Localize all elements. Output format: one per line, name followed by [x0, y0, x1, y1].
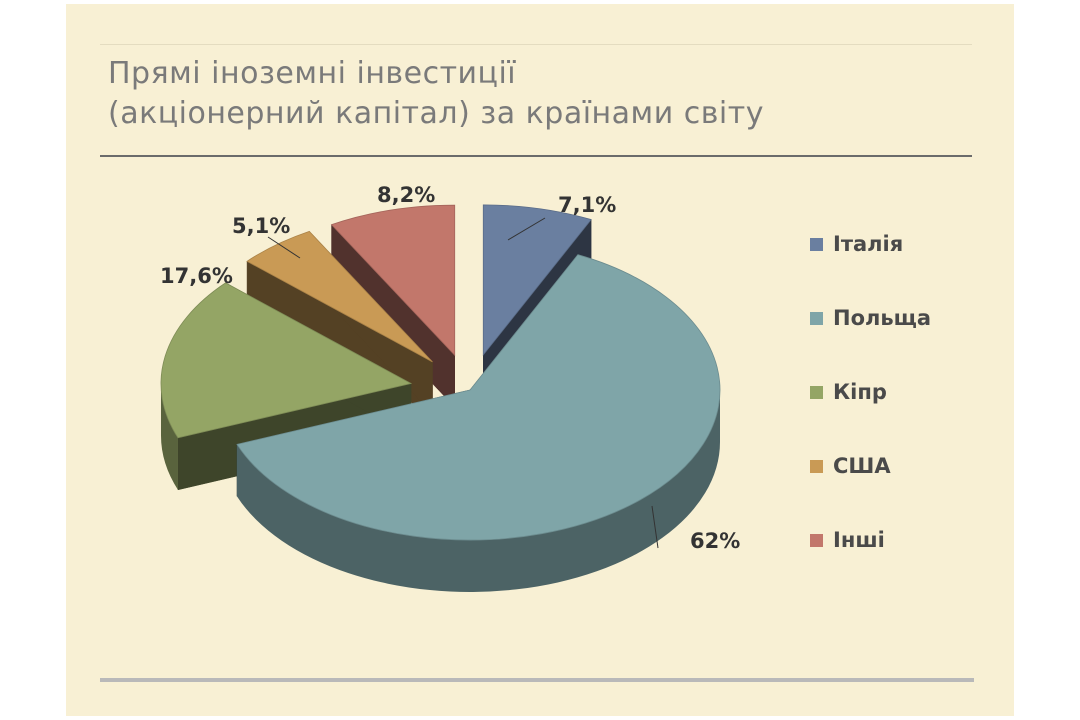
chart-title-line-2: (акціонерний капітал) за країнами світу	[108, 96, 764, 131]
data-label-italy: 7,1%	[558, 193, 616, 217]
legend-label-poland: Польща	[833, 306, 932, 330]
legend-swatch-poland	[810, 311, 823, 325]
pie-slices	[160, 204, 721, 592]
slice-top-italy	[482, 204, 592, 357]
slice-top-poland	[236, 254, 721, 541]
legend-label-italy: Італія	[833, 232, 904, 256]
data-label-cyprus: 17,6%	[160, 264, 233, 288]
legend-swatch-italy	[810, 237, 823, 251]
legend-item-other: Інші	[810, 526, 885, 554]
legend-item-italy: Італія	[810, 230, 903, 258]
title-divider	[100, 155, 972, 157]
legend-item-usa: США	[810, 452, 891, 480]
bottom-divider	[100, 678, 974, 682]
legend-swatch-usa	[810, 459, 823, 473]
chart-title-line-1: Прямі іноземні інвестиції	[108, 56, 517, 91]
legend-item-cyprus: Кіпр	[810, 378, 887, 406]
legend-swatch-cyprus	[810, 385, 823, 399]
data-label-usa: 5,1%	[232, 214, 290, 238]
slice-rim-poland	[236, 390, 720, 592]
leader-line-italy	[507, 217, 546, 241]
slice-poland	[236, 253, 721, 592]
legend-swatch-other	[810, 533, 823, 547]
chart-title: Прямі іноземні інвестиції (акціонерний к…	[108, 54, 968, 134]
slice-top-cyprus	[160, 282, 413, 439]
legend-label-other: Інші	[833, 528, 885, 552]
data-label-other: 8,2%	[377, 183, 435, 207]
leader-line-poland	[651, 505, 659, 549]
data-label-poland: 62%	[690, 529, 740, 553]
legend-label-cyprus: Кіпр	[833, 380, 887, 404]
legend-item-poland: Польща	[810, 304, 931, 332]
legend-label-usa: США	[833, 454, 891, 478]
slice-top-other	[330, 204, 456, 357]
leader-line-usa	[267, 236, 301, 259]
slice-top-usa	[246, 230, 433, 363]
slice-rim-cyprus	[160, 383, 178, 490]
top-hairline	[100, 44, 972, 45]
